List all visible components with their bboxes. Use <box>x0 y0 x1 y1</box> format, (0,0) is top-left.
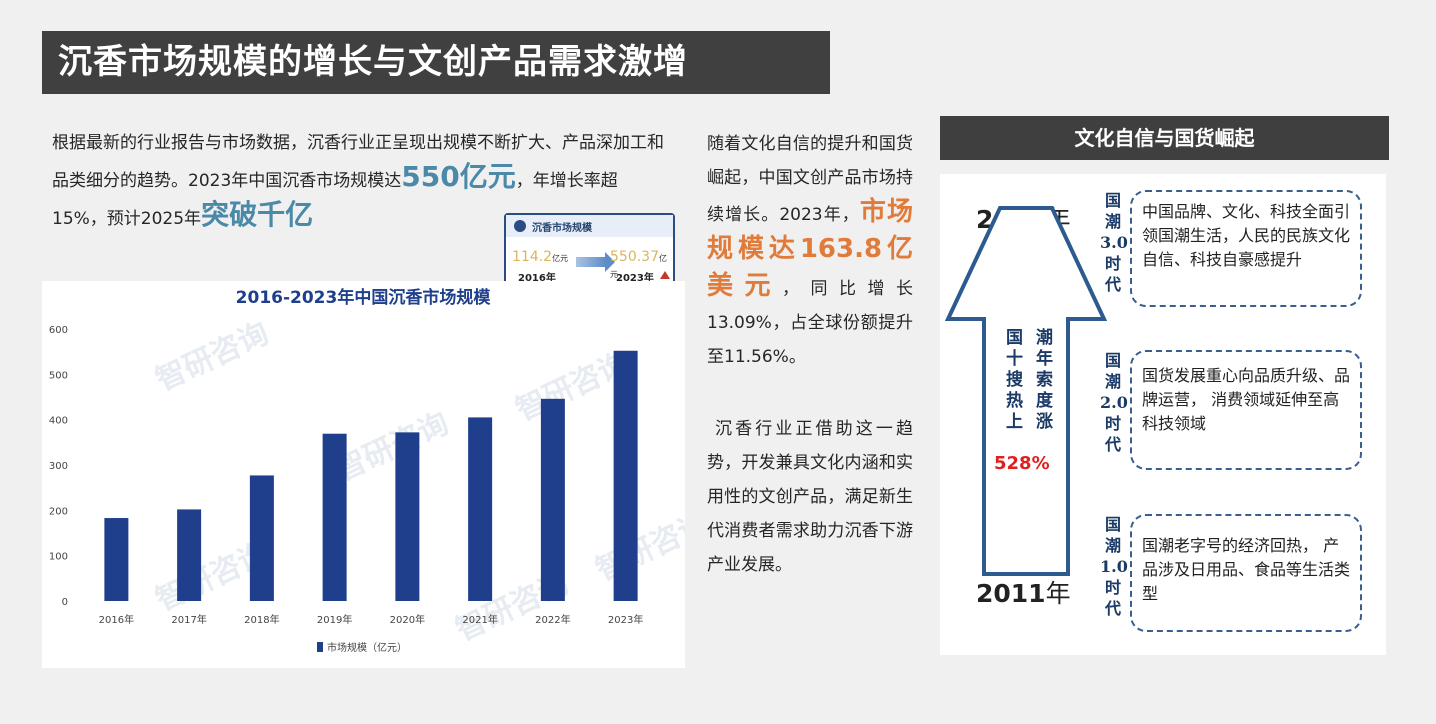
search-growth-percent: 528% <box>994 453 1050 474</box>
y-tick-label: 100 <box>49 552 68 563</box>
badge-header: 沉香市场规模 <box>506 215 673 237</box>
era-box-1: 国潮老字号的经济回热， 产品涉及日用品、食品等生活类型 <box>1130 514 1362 632</box>
arrow-text-col2: 潮年索度涨 <box>1032 328 1052 433</box>
x-tick-label: 2021年 <box>462 613 497 626</box>
chart-watermark: 智研咨询 <box>331 406 455 488</box>
badge-year-start: 2016年 <box>518 273 556 284</box>
legend-label: 市场规模（亿元） <box>327 641 407 654</box>
badge-arrow-icon <box>576 252 615 272</box>
bar <box>540 398 565 601</box>
culture-paragraph-2: 沉香行业正借助这一趋势，开发兼具文化内涵和实用性的文创产品，满足新生代消费者需求… <box>707 419 913 575</box>
culture-paragraph-1: 随着文化自信的提升和国货崛起，中国文创产品市场持续增长。2023年，市场规模达1… <box>707 134 913 367</box>
chart-watermark: 智研咨询 <box>151 316 275 398</box>
bar <box>322 433 347 601</box>
arrow-text-col1: 国十搜热上 <box>1002 328 1022 433</box>
market-size-chart: 智研咨询 智研咨询 智研咨询 智研咨询 智研咨询 智研咨询 2016-2023年中国沉香市场… <box>42 281 685 668</box>
era-box-2: 国货发展重心向品质升级、品牌运营， 消费领域延伸至高科技领域 <box>1130 350 1362 470</box>
era-label-1: 国潮 1.0 时代 <box>1100 515 1128 618</box>
intro-highlight-forecast: 突破千亿 <box>201 198 314 231</box>
intro-text-1: 根据最新的行业报告与市场数据，沉香行业正呈现出规模不断扩大、产品深加工和品类细分… <box>52 133 664 191</box>
y-tick-label: 200 <box>49 506 68 517</box>
bar <box>395 432 420 601</box>
badge-year-end: 2023年 <box>616 273 654 284</box>
chart-title: 2016-2023年中国沉香市场规模 <box>236 287 492 308</box>
y-tick-label: 400 <box>49 416 68 427</box>
culture-text-column: 随着文化自信的提升和国货崛起，中国文创产品市场持续增长。2023年，市场规模达1… <box>707 127 913 582</box>
badge-value-end: 550.37亿元 <box>610 249 667 279</box>
guochao-timeline: 2021年 国十搜热上 潮年索度涨 528% 2011年 国潮3.0时代 中国品… <box>940 174 1386 655</box>
intro-text-2: ，年增长率超15%，预计2025年 <box>52 171 618 229</box>
bar <box>104 518 129 601</box>
x-tick-label: 2020年 <box>390 613 425 626</box>
era-box-3: 中国品牌、文化、科技全面引领国潮生活，人民的民族文化自信、科技自豪感提升 <box>1130 190 1362 307</box>
chart-watermark: 智研咨询 <box>591 506 685 588</box>
y-tick-label: 500 <box>49 370 68 381</box>
x-tick-label: 2019年 <box>317 613 352 626</box>
y-tick-label: 0 <box>62 597 68 608</box>
x-tick-label: 2016年 <box>99 613 134 626</box>
y-tick-label: 600 <box>49 325 68 336</box>
right-panel-header: 文化自信与国货崛起 <box>940 116 1389 160</box>
bar <box>468 417 493 601</box>
legend-swatch <box>317 642 323 652</box>
intro-paragraph: 根据最新的行业报告与市场数据，沉香行业正呈现出规模不断扩大、产品深加工和品类细分… <box>52 126 672 236</box>
bar <box>177 509 202 601</box>
bottom-year: 2011年 <box>976 579 1071 608</box>
era-label-2: 国潮 2.0 时代 <box>1100 351 1128 454</box>
up-arrow-icon <box>660 271 670 279</box>
market-size-badge: 沉香市场规模 114.2亿元 2016年 550.37亿元 2023年 <box>504 213 675 290</box>
badge-title: 沉香市场规模 <box>532 222 592 234</box>
badge-clock-icon <box>514 220 526 232</box>
culture-highlight: 市场规模达163.8亿美元 <box>707 197 913 301</box>
x-tick-label: 2022年 <box>535 613 570 626</box>
bar <box>613 350 638 601</box>
badge-value-start: 114.2亿元 <box>512 249 569 265</box>
slide-title: 沉香市场规模的增长与文创产品需求激增 <box>42 31 830 94</box>
x-tick-label: 2018年 <box>244 613 279 626</box>
bar <box>249 475 274 601</box>
era-label-3: 国潮 3.0 时代 <box>1100 191 1128 294</box>
y-tick-label: 300 <box>49 461 68 472</box>
intro-highlight-market-size: 550亿元 <box>401 160 516 193</box>
growth-arrow-icon <box>944 206 1108 576</box>
x-tick-label: 2023年 <box>608 613 643 626</box>
x-tick-label: 2017年 <box>171 613 206 626</box>
